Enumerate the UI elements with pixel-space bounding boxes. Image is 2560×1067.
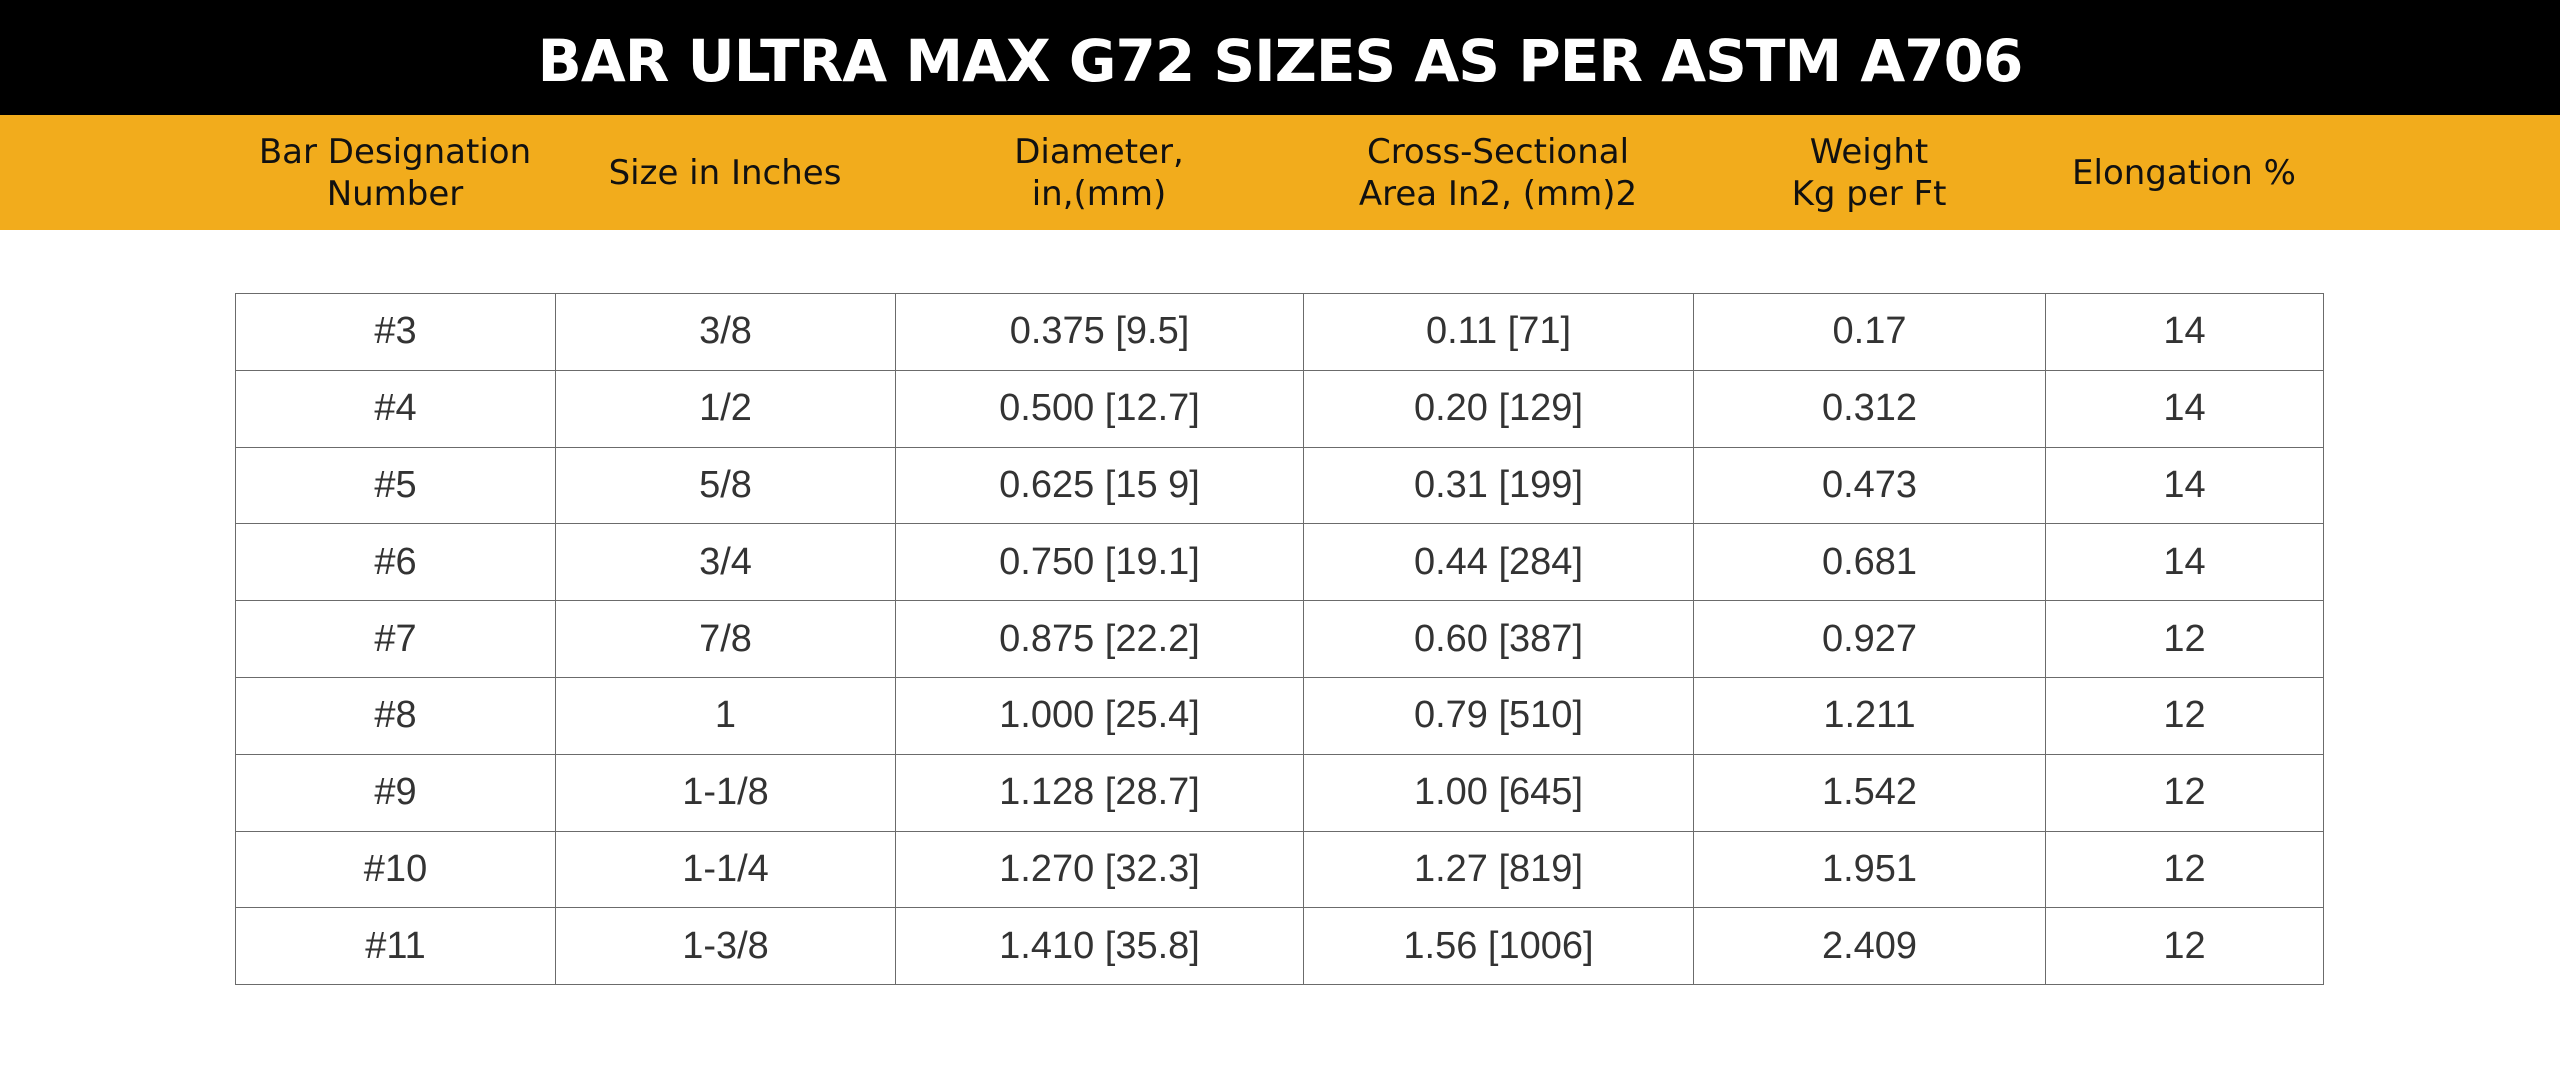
cell-area: 0.44 [284] <box>1303 523 1694 602</box>
cell-size-inches: 1/2 <box>555 369 896 448</box>
cell-size-inches: 1-3/8 <box>555 907 896 986</box>
cell-size-inches: 1-1/8 <box>555 753 896 832</box>
cell-diameter: 0.375 [9.5] <box>895 293 1304 371</box>
column-header-size-inches: Size in Inches <box>608 152 842 193</box>
cell-area: 0.31 [199] <box>1303 446 1694 525</box>
cell-elongation: 14 <box>2045 293 2324 371</box>
cell-bar-designation: #3 <box>235 293 556 371</box>
column-header-elongation: Elongation % <box>2072 152 2296 193</box>
cell-bar-designation: #5 <box>235 446 556 525</box>
cell-size-inches: 1-1/4 <box>555 830 896 909</box>
cell-bar-designation: #9 <box>235 753 556 832</box>
cell-area: 1.56 [1006] <box>1303 907 1694 986</box>
cell-weight: 1.542 <box>1693 753 2046 832</box>
cell-weight: 0.681 <box>1693 523 2046 602</box>
table-row: #8 1 1.000 [25.4] 0.79 [510] 1.211 12 <box>235 676 2324 755</box>
cell-weight: 2.409 <box>1693 907 2046 986</box>
bar-size-table: #3 3/8 0.375 [9.5] 0.11 [71] 0.17 14 #4 … <box>235 293 2324 986</box>
cell-bar-designation: #7 <box>235 600 556 678</box>
table-row: #6 3/4 0.750 [19.1] 0.44 [284] 0.681 14 <box>235 523 2324 602</box>
table-row: #7 7/8 0.875 [22.2] 0.60 [387] 0.927 12 <box>235 600 2324 678</box>
cell-elongation: 12 <box>2045 753 2324 832</box>
cell-elongation: 14 <box>2045 523 2324 602</box>
cell-size-inches: 1 <box>555 676 896 755</box>
cell-bar-designation: #8 <box>235 676 556 755</box>
table-row: #11 1-3/8 1.410 [35.8] 1.56 [1006] 2.409… <box>235 907 2324 986</box>
cell-area: 1.27 [819] <box>1303 830 1694 909</box>
table-row: #4 1/2 0.500 [12.7] 0.20 [129] 0.312 14 <box>235 369 2324 448</box>
cell-diameter: 0.500 [12.7] <box>895 369 1304 448</box>
cell-area: 0.11 [71] <box>1303 293 1694 371</box>
cell-area: 0.60 [387] <box>1303 600 1694 678</box>
cell-bar-designation: #4 <box>235 369 556 448</box>
column-header-cross-sectional-area: Cross-Sectional Area In2, (mm)2 <box>1358 131 1638 214</box>
cell-size-inches: 5/8 <box>555 446 896 525</box>
column-header-bar-designation: Bar Designation Number <box>258 131 532 214</box>
column-header-weight: Weight Kg per Ft <box>1791 131 1947 214</box>
cell-bar-designation: #6 <box>235 523 556 602</box>
cell-size-inches: 3/8 <box>555 293 896 371</box>
cell-diameter: 0.625 [15 9] <box>895 446 1304 525</box>
cell-elongation: 14 <box>2045 446 2324 525</box>
table-row: #3 3/8 0.375 [9.5] 0.11 [71] 0.17 14 <box>235 293 2324 371</box>
cell-bar-designation: #10 <box>235 830 556 909</box>
cell-area: 0.20 [129] <box>1303 369 1694 448</box>
column-header-diameter: Diameter, in,(mm) <box>1014 131 1184 214</box>
table-row: #9 1-1/8 1.128 [28.7] 1.00 [645] 1.542 1… <box>235 753 2324 832</box>
cell-weight: 0.473 <box>1693 446 2046 525</box>
cell-weight: 0.17 <box>1693 293 2046 371</box>
cell-diameter: 1.000 [25.4] <box>895 676 1304 755</box>
cell-elongation: 12 <box>2045 830 2324 909</box>
cell-diameter: 0.875 [22.2] <box>895 600 1304 678</box>
table-row: #10 1-1/4 1.270 [32.3] 1.27 [819] 1.951 … <box>235 830 2324 909</box>
cell-elongation: 12 <box>2045 676 2324 755</box>
cell-elongation: 12 <box>2045 907 2324 986</box>
column-header-band: Bar Designation Number Size in Inches Di… <box>0 115 2560 230</box>
cell-weight: 1.951 <box>1693 830 2046 909</box>
cell-elongation: 14 <box>2045 369 2324 448</box>
cell-weight: 0.927 <box>1693 600 2046 678</box>
cell-diameter: 1.128 [28.7] <box>895 753 1304 832</box>
title-bar: BAR ULTRA MAX G72 SIZES AS PER ASTM A706 <box>0 0 2560 115</box>
cell-weight: 1.211 <box>1693 676 2046 755</box>
cell-elongation: 12 <box>2045 600 2324 678</box>
cell-diameter: 1.410 [35.8] <box>895 907 1304 986</box>
cell-size-inches: 7/8 <box>555 600 896 678</box>
cell-area: 1.00 [645] <box>1303 753 1694 832</box>
cell-area: 0.79 [510] <box>1303 676 1694 755</box>
page-title: BAR ULTRA MAX G72 SIZES AS PER ASTM A706 <box>537 26 2024 95</box>
cell-weight: 0.312 <box>1693 369 2046 448</box>
table-row: #5 5/8 0.625 [15 9] 0.31 [199] 0.473 14 <box>235 446 2324 525</box>
cell-diameter: 1.270 [32.3] <box>895 830 1304 909</box>
cell-size-inches: 3/4 <box>555 523 896 602</box>
cell-bar-designation: #11 <box>235 907 556 986</box>
cell-diameter: 0.750 [19.1] <box>895 523 1304 602</box>
